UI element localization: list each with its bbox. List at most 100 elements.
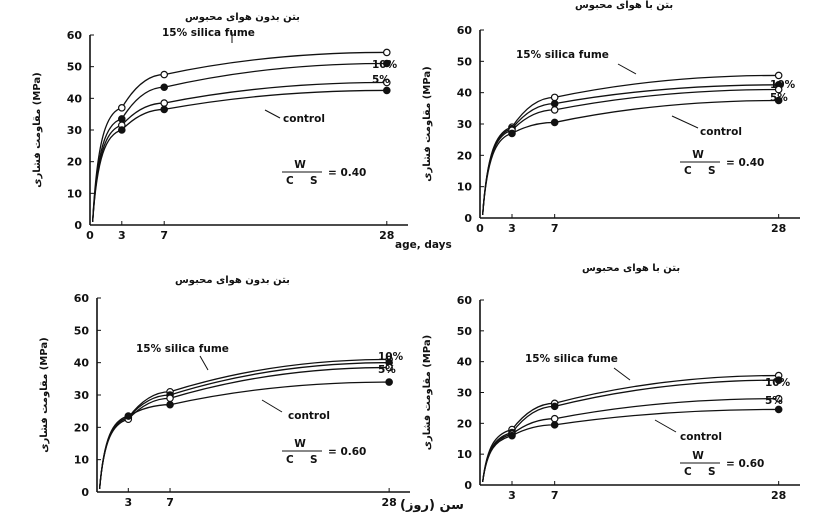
- y-tick-label: 50: [457, 55, 473, 68]
- chart-title: بتن با هوای محبوس: [582, 263, 680, 274]
- y-tick-label: 50: [67, 61, 83, 74]
- y-tick-label: 60: [457, 294, 473, 307]
- series-label: 15% silica fume: [136, 343, 229, 355]
- data-point: [118, 126, 126, 134]
- y-tick-label: 10: [457, 448, 473, 461]
- chart-title: بتن بدون هوای محبوس: [175, 275, 290, 286]
- y-tick-label: 40: [74, 357, 90, 370]
- leader-line: [264, 109, 281, 119]
- series-label: 10%: [378, 351, 404, 363]
- leader-line: [654, 419, 677, 433]
- series-line: [92, 81, 387, 222]
- data-point: [774, 405, 783, 414]
- x-tick-label: 3: [508, 222, 516, 235]
- series-line: [98, 366, 390, 489]
- data-point: [118, 104, 126, 112]
- x-tick-label: 0: [86, 229, 94, 242]
- data-point: [550, 118, 559, 127]
- y-tick-label: 20: [67, 156, 83, 169]
- ratio-denominator: C: [286, 175, 294, 187]
- x-axis-label-fa: سن (روز): [400, 498, 464, 513]
- series-line: [98, 381, 390, 489]
- series-label: 15% silica fume: [525, 353, 618, 365]
- y-axis-label: مقاومت فشاری (MPa): [422, 335, 433, 450]
- data-point: [508, 431, 516, 440]
- ratio-numerator: W: [692, 450, 704, 462]
- y-tick-label: 10: [457, 181, 473, 194]
- data-point: [774, 394, 783, 403]
- y-tick-label: 40: [67, 92, 83, 105]
- y-tick-label: 0: [464, 212, 472, 225]
- series-label: 5%: [765, 395, 783, 407]
- series-label: control: [288, 410, 330, 422]
- y-tick-label: 20: [457, 149, 473, 162]
- ratio-numerator: W: [294, 159, 306, 171]
- chart-bottom-left: 0 10 20 30 40 50 60 3 7 28 بتن بدون هوای محبوس مقاو…: [39, 275, 410, 509]
- data-point: [166, 394, 174, 403]
- data-point: [160, 70, 169, 79]
- leader-line: [613, 367, 631, 381]
- series-label: control: [283, 113, 325, 125]
- x-tick-label: 0: [476, 222, 484, 235]
- chart-title: بتن با هوای محبوس: [575, 0, 673, 11]
- series-line: [482, 408, 779, 483]
- series-line: [92, 62, 387, 222]
- x-tick-label: 7: [551, 222, 559, 235]
- data-point: [382, 86, 391, 95]
- y-tick-label: 10: [74, 454, 90, 467]
- data-point: [385, 378, 393, 386]
- x-tick-label: 3: [118, 229, 126, 242]
- data-point: [774, 376, 783, 384]
- ratio-denominator: C: [684, 165, 692, 177]
- y-tick-label: 50: [74, 324, 90, 337]
- series-label: 5%: [372, 74, 390, 86]
- ratio-denominator: S: [708, 466, 716, 478]
- y-tick-label: 10: [67, 187, 83, 200]
- x-tick-label: 28: [771, 222, 786, 235]
- leader-line: [671, 115, 699, 129]
- data-point: [550, 414, 559, 423]
- y-tick-label: 60: [67, 29, 83, 42]
- x-tick-label: 7: [551, 489, 559, 502]
- series-line: [482, 84, 779, 215]
- x-axis-label-en: age, days: [395, 239, 452, 251]
- y-tick-label: 40: [457, 87, 473, 100]
- data-point: [160, 83, 169, 92]
- y-tick-label: 40: [457, 356, 473, 369]
- series-line: [92, 51, 387, 222]
- data-point: [382, 59, 391, 68]
- data-point: [385, 363, 393, 372]
- ratio-denominator: S: [310, 454, 318, 466]
- y-tick-label: 20: [457, 417, 473, 430]
- series-line: [482, 74, 779, 215]
- data-point: [550, 93, 559, 102]
- y-tick-label: 30: [67, 124, 83, 137]
- series-label: 5%: [378, 364, 396, 376]
- y-axis-label: مقاومت فشاری (MPa): [32, 72, 43, 187]
- series-line: [92, 89, 387, 222]
- data-point: [550, 106, 559, 114]
- series-line: [482, 88, 779, 215]
- series-label: 15% silica fume: [516, 49, 609, 61]
- data-point: [124, 412, 133, 420]
- ratio-numerator: W: [692, 149, 704, 161]
- chart-title: بتن بدون هوای محبوس: [185, 12, 300, 23]
- y-tick-label: 30: [457, 387, 473, 400]
- series-line: [98, 358, 390, 489]
- data-point: [382, 78, 391, 87]
- x-tick-label: 28: [771, 489, 786, 502]
- series-label: control: [680, 431, 722, 443]
- series-label: 10%: [372, 59, 398, 71]
- data-point: [774, 96, 783, 105]
- data-point: [774, 85, 783, 94]
- y-tick-label: 30: [457, 118, 473, 131]
- y-axis-label: مقاومت فشاری (MPa): [422, 66, 433, 181]
- chart-top-left: 0 10 20 30 40 50 60 0 3 7 28 بتن بدون هوای محبوس مقا…: [32, 12, 408, 242]
- y-tick-label: 0: [464, 479, 472, 492]
- series-label: 15% silica fume: [162, 27, 255, 39]
- leader-line: [261, 399, 283, 413]
- data-point: [774, 71, 783, 80]
- ratio-denominator: C: [286, 454, 294, 466]
- y-tick-label: 60: [457, 24, 473, 37]
